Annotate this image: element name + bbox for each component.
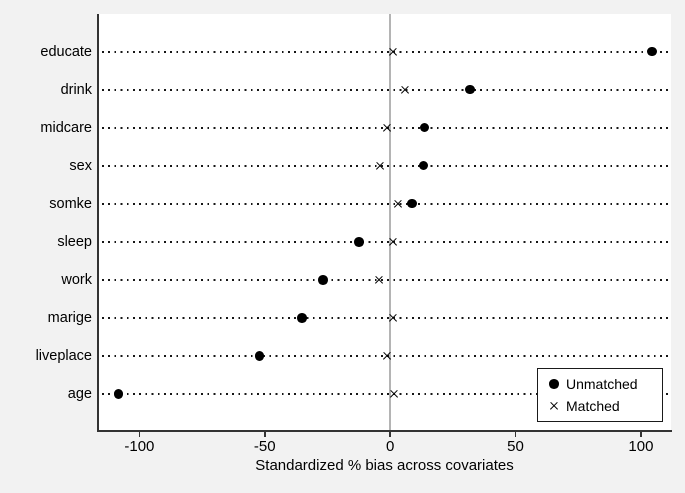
legend-entry: Unmatched — [542, 374, 658, 395]
y-axis-label: liveplace — [35, 347, 92, 364]
dotted-gridline — [102, 240, 671, 243]
y-axis-label: drink — [60, 81, 92, 98]
y-axis-label: sleep — [57, 233, 92, 250]
unmatched-marker — [354, 237, 364, 247]
matched-marker — [401, 85, 410, 94]
unmatched-marker — [297, 313, 307, 323]
y-axis-line — [96, 14, 99, 432]
unmatched-marker — [113, 389, 124, 399]
unmatched-marker — [418, 160, 429, 171]
dotted-gridline — [102, 50, 671, 53]
x-axis-tick — [514, 432, 517, 437]
x-axis-tick-label: 0 — [385, 438, 395, 455]
unmatched-marker — [407, 198, 417, 209]
matched-marker — [389, 47, 398, 56]
legend: Unmatched Matched — [537, 368, 663, 422]
zero-reference-line — [389, 14, 392, 430]
y-axis-label: educate — [40, 43, 92, 60]
matched-marker — [375, 275, 384, 284]
y-axis-label: work — [61, 271, 92, 288]
dotted-gridline — [102, 316, 671, 319]
x-axis-tick — [264, 432, 266, 437]
dotted-gridline — [102, 202, 671, 205]
matched-marker — [376, 161, 385, 170]
matched-marker — [394, 199, 403, 208]
x-axis-line — [96, 430, 672, 432]
legend-label: Matched — [566, 398, 620, 414]
x-axis-tick-label: 50 — [507, 438, 524, 455]
legend-entry: Matched — [542, 396, 658, 417]
matched-marker — [383, 351, 392, 360]
dotted-gridline — [102, 88, 671, 91]
matched-marker — [390, 390, 399, 399]
unmatched-marker — [318, 275, 328, 285]
matched-marker — [388, 237, 397, 246]
dotted-gridline — [102, 164, 671, 167]
legend-label: Unmatched — [566, 376, 638, 392]
unmatched-marker — [465, 84, 475, 95]
x-axis-tick — [640, 432, 642, 437]
matched-marker — [383, 123, 392, 132]
legend-marker-cell — [542, 402, 566, 411]
x-axis-tick — [389, 432, 391, 437]
x-axis-tick — [138, 432, 141, 437]
unmatched-marker — [647, 46, 657, 57]
y-axis-label: age — [67, 386, 92, 402]
x-axis-title: Standardized % bias across covariates — [255, 457, 514, 474]
x-marker-icon — [550, 402, 559, 411]
y-axis-label: somke — [49, 195, 92, 212]
y-axis-label: sex — [69, 157, 92, 174]
y-axis-label: marige — [47, 309, 92, 326]
unmatched-marker — [254, 351, 265, 361]
plot-area — [98, 14, 671, 430]
unmatched-marker — [419, 122, 430, 133]
dotted-gridline — [102, 278, 671, 281]
dotted-gridline — [102, 393, 671, 395]
x-axis-tick-label: -50 — [253, 438, 276, 455]
matched-marker — [389, 313, 398, 322]
circle-marker-icon — [549, 379, 559, 389]
x-axis-tick-label: 100 — [628, 438, 654, 455]
x-axis-tick-label: -100 — [124, 438, 155, 455]
legend-marker-cell — [542, 379, 566, 389]
y-axis-label: midcare — [40, 119, 92, 136]
